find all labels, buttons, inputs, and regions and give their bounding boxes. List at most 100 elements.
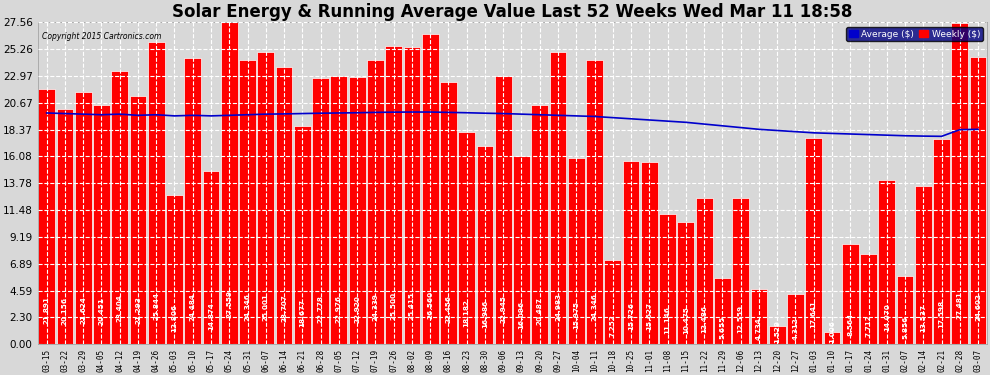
Text: 25.844: 25.844	[153, 292, 159, 320]
Text: 22.920: 22.920	[354, 295, 360, 323]
Text: 18.677: 18.677	[299, 299, 305, 327]
Bar	[56, 109, 73, 344]
Bar	[93, 105, 110, 344]
Text: 16.096: 16.096	[519, 301, 525, 329]
Bar	[623, 160, 640, 344]
Text: 17.598: 17.598	[939, 300, 944, 328]
Text: 25.001: 25.001	[262, 293, 269, 321]
Bar	[842, 244, 858, 344]
Text: 24.346: 24.346	[592, 294, 598, 321]
Bar	[878, 180, 895, 344]
Bar	[184, 58, 201, 344]
Bar	[111, 71, 128, 344]
Text: 12.559: 12.559	[738, 304, 743, 333]
Text: 11.146: 11.146	[664, 306, 670, 334]
Text: 16.986: 16.986	[482, 300, 488, 328]
Bar	[422, 34, 439, 344]
Bar	[240, 60, 256, 344]
Text: 24.983: 24.983	[555, 293, 561, 321]
Text: 5.856: 5.856	[902, 315, 908, 339]
Bar	[275, 68, 292, 344]
Text: 15.975: 15.975	[573, 301, 579, 329]
Text: 15.627: 15.627	[646, 302, 652, 330]
Bar	[568, 158, 585, 344]
Bar	[495, 76, 512, 344]
Bar	[148, 42, 164, 344]
Text: 7.252: 7.252	[610, 315, 616, 338]
Text: 24.346: 24.346	[245, 294, 250, 321]
Bar	[513, 156, 530, 344]
Bar	[257, 52, 274, 344]
Text: 24.339: 24.339	[372, 294, 378, 321]
Bar	[130, 96, 147, 344]
Text: 10.475: 10.475	[683, 307, 689, 334]
Bar	[294, 126, 311, 344]
Text: 27.481: 27.481	[956, 291, 963, 318]
Bar	[549, 53, 566, 344]
Bar	[860, 254, 877, 344]
Bar	[897, 276, 914, 344]
Bar	[404, 47, 421, 344]
Bar	[440, 82, 456, 344]
Bar	[915, 186, 932, 344]
Text: 14.874: 14.874	[208, 303, 214, 330]
Bar	[385, 46, 402, 344]
Text: 23.404: 23.404	[117, 295, 123, 322]
Bar	[787, 294, 804, 344]
Bar	[331, 76, 347, 344]
Bar	[824, 333, 841, 344]
Text: 17.641: 17.641	[811, 300, 817, 328]
Bar	[39, 88, 55, 344]
Bar	[367, 60, 384, 344]
Bar	[75, 92, 91, 344]
Bar	[696, 198, 713, 344]
Bar	[733, 198, 749, 344]
Text: 24.484: 24.484	[190, 294, 196, 321]
Bar	[312, 78, 329, 344]
Title: Solar Energy & Running Average Value Last 52 Weeks Wed Mar 11 18:58: Solar Energy & Running Average Value Las…	[172, 3, 852, 21]
Text: 5.655: 5.655	[720, 316, 726, 339]
Text: 24.602: 24.602	[975, 293, 981, 321]
Text: 27.559: 27.559	[227, 290, 233, 318]
Text: 12.486: 12.486	[701, 304, 707, 333]
Text: 20.156: 20.156	[62, 297, 68, 326]
Text: 22.945: 22.945	[500, 295, 506, 323]
Text: 7.712: 7.712	[865, 314, 871, 337]
Text: 13.537: 13.537	[921, 304, 927, 332]
Bar	[659, 214, 676, 344]
Text: Copyright 2015 Cartronics.com: Copyright 2015 Cartronics.com	[43, 32, 161, 41]
Text: 15.726: 15.726	[628, 302, 634, 330]
Text: 26.560: 26.560	[427, 291, 434, 320]
Text: 4.734: 4.734	[756, 317, 762, 340]
Text: 25.415: 25.415	[409, 292, 415, 321]
Bar	[605, 260, 621, 344]
Text: 12.806: 12.806	[171, 304, 177, 332]
Bar	[348, 76, 365, 344]
Bar	[203, 171, 220, 344]
Text: 21.891: 21.891	[44, 296, 50, 324]
Text: 20.451: 20.451	[98, 297, 104, 325]
Bar	[714, 278, 731, 344]
Bar	[532, 105, 548, 344]
Bar	[769, 326, 786, 344]
Text: 21.293: 21.293	[135, 297, 141, 324]
Text: 18.182: 18.182	[463, 299, 469, 327]
Bar	[221, 22, 238, 344]
Text: 23.707: 23.707	[281, 294, 287, 322]
Text: 22.778: 22.778	[318, 295, 324, 323]
Text: 22.976: 22.976	[336, 295, 342, 323]
Text: 22.456: 22.456	[446, 295, 451, 323]
Text: 14.070: 14.070	[884, 303, 890, 331]
Bar	[586, 60, 603, 344]
Bar	[934, 139, 950, 344]
Text: 1.006: 1.006	[829, 320, 835, 343]
Bar	[805, 138, 822, 344]
Text: 21.624: 21.624	[80, 296, 86, 324]
Text: 4.312: 4.312	[792, 318, 799, 340]
Legend: Average ($), Weekly ($): Average ($), Weekly ($)	[846, 27, 983, 41]
Text: 25.500: 25.500	[391, 292, 397, 320]
Text: 1.529: 1.529	[774, 320, 780, 343]
Bar	[951, 23, 968, 344]
Bar	[476, 146, 493, 344]
Bar	[641, 162, 657, 344]
